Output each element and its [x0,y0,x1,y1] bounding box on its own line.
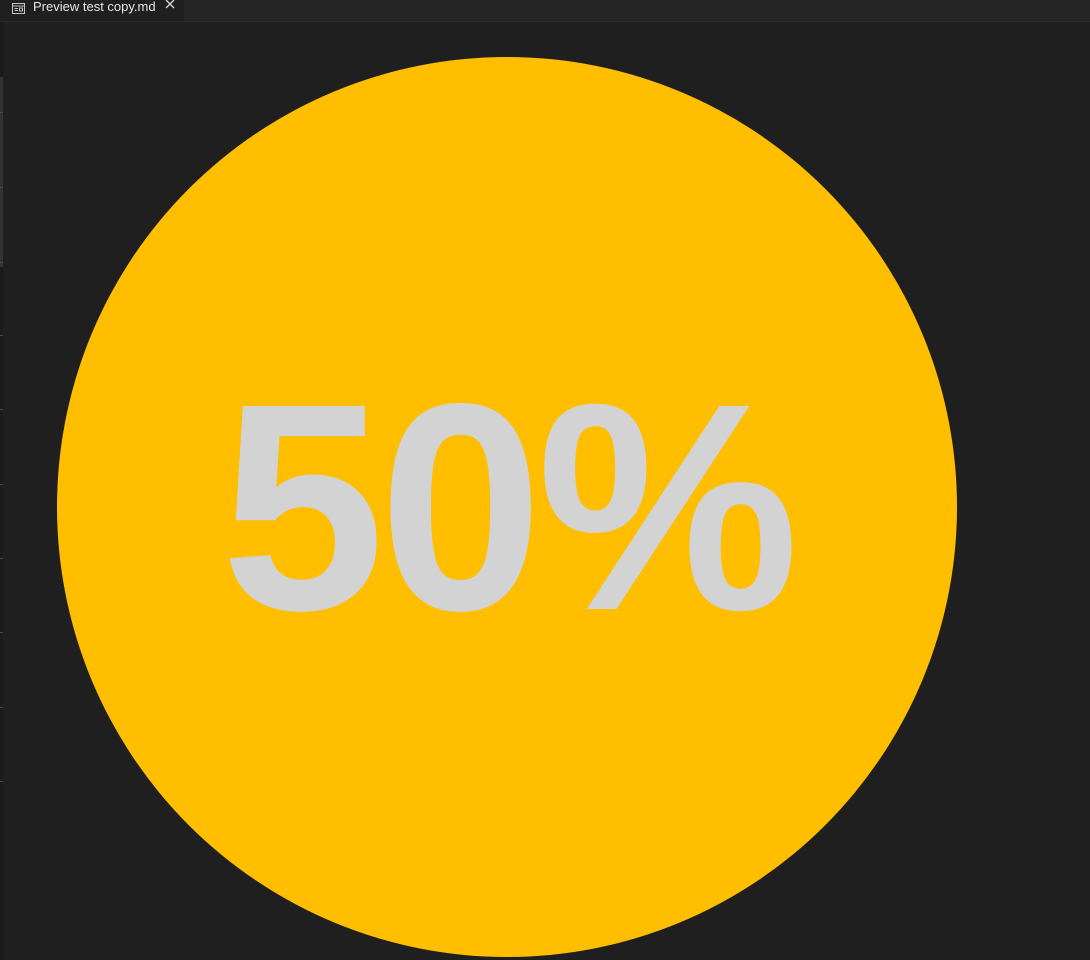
gutter-tick [0,187,3,188]
close-icon[interactable] [162,0,178,12]
tab-preview-test-copy[interactable]: Preview test copy.md [0,0,184,21]
gutter-tick [0,558,3,559]
gutter-tick [0,262,3,263]
gutter-highlight [0,77,3,267]
gutter-tick [0,112,3,113]
gutter-tick [0,409,3,410]
tab-label: Preview test copy.md [33,0,156,14]
editor-tab-bar: Preview test copy.md [0,0,1090,22]
gutter-tick [0,484,3,485]
gutter-tick [0,707,3,708]
preview-icon [12,1,25,14]
percent-label: 50% [220,341,799,672]
gutter-tick [0,335,3,336]
gutter-tick [0,781,3,782]
markdown-preview-pane[interactable]: 50% [3,22,1090,960]
progress-circle [57,57,957,957]
gutter-tick [0,632,3,633]
editor-gutter [0,22,3,960]
